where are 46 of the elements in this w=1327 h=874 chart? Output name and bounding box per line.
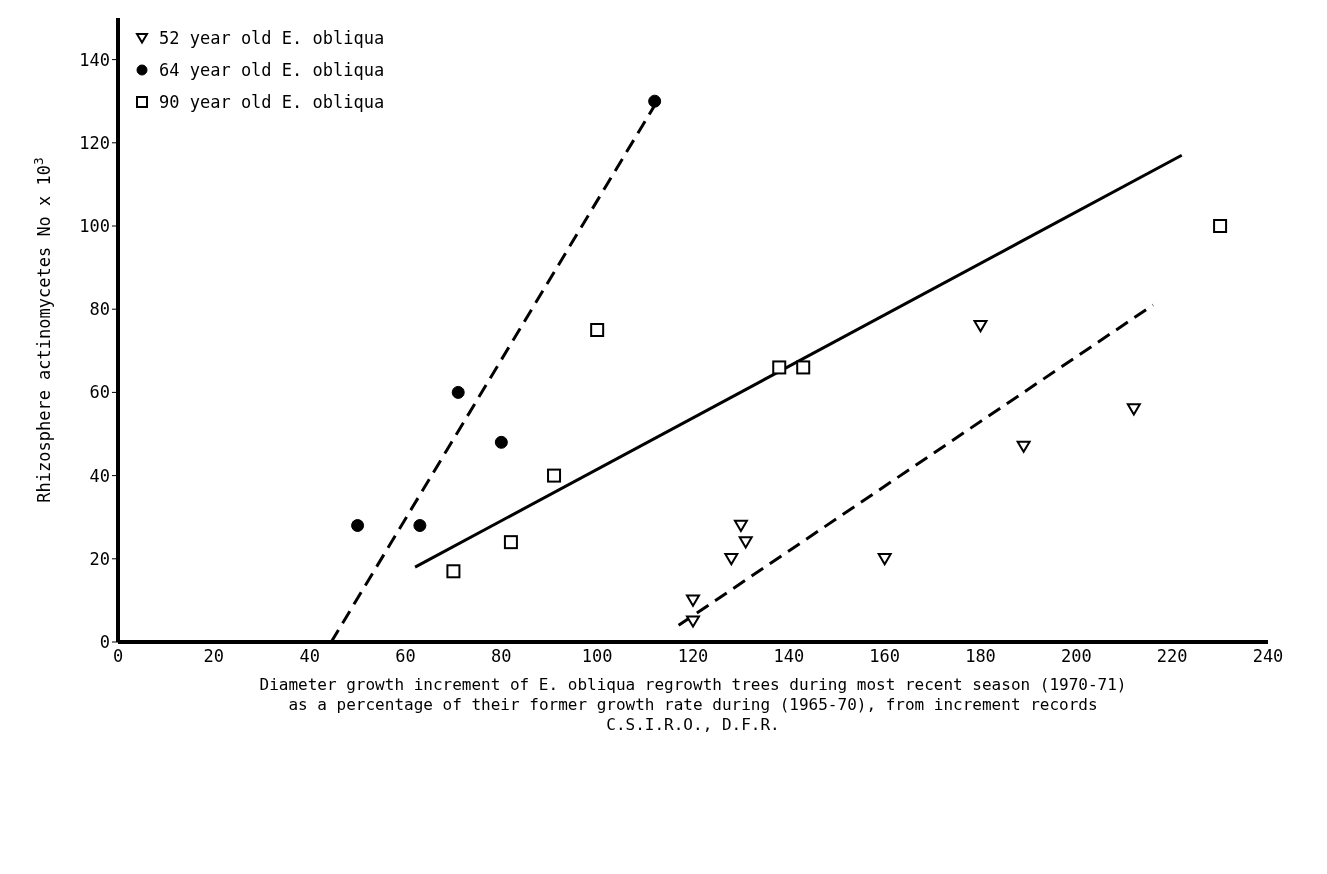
y-tick-label: 80 [89,299,110,320]
point [351,519,365,533]
point [772,360,787,375]
x-tick-label: 20 [203,646,225,667]
legend-label: 90 year old E. obliqua [159,92,385,112]
x-tick-label: 180 [965,646,996,667]
point [686,594,700,607]
y-tick-label: 40 [89,465,110,486]
x-tick-label: 220 [1156,646,1188,667]
point [1016,440,1031,453]
point [877,553,892,566]
x-tick-label: 100 [581,646,613,667]
point [446,564,461,579]
point [796,360,811,375]
point [1213,219,1228,233]
legend-label: 64 year old E. obliqua [159,60,385,80]
x-tick-label: 60 [395,646,416,667]
y-tick-label: 140 [79,49,110,70]
point [451,385,465,399]
point [686,615,700,628]
point [503,535,518,550]
x-tick-label: 240 [1252,646,1284,667]
point [1126,403,1141,416]
point [738,536,753,549]
point [648,94,662,108]
x-tick-label: 160 [869,646,901,667]
y-tick-label: 20 [89,548,110,569]
y-tick-label: 60 [89,382,110,403]
x-tick-label: 200 [1060,646,1092,667]
point [413,519,427,533]
point [494,435,508,449]
x-tick-label: 140 [773,646,805,667]
x-tick-label: 80 [491,646,512,667]
x-axis-title: Diameter growth increment of E. obliqua regrowth trees during most recent season (1970-71) as a percentage of their former growth rate during (1965-70), from increment records C.S.I.R.O., D.F.R. [259,675,1127,734]
y-tick-label: 120 [79,132,110,153]
point [973,320,988,333]
legend-label: 52 year old E. obliqua [159,28,385,48]
point [724,553,739,566]
x-tick-label: 120 [677,646,709,667]
y-tick-label: 0 [99,632,110,653]
point [590,323,605,337]
x-tick-label: 0 [112,646,124,667]
x-tick-label: 40 [299,646,320,667]
y-tick-label: 100 [79,216,110,237]
point [547,468,562,483]
point [733,519,748,532]
